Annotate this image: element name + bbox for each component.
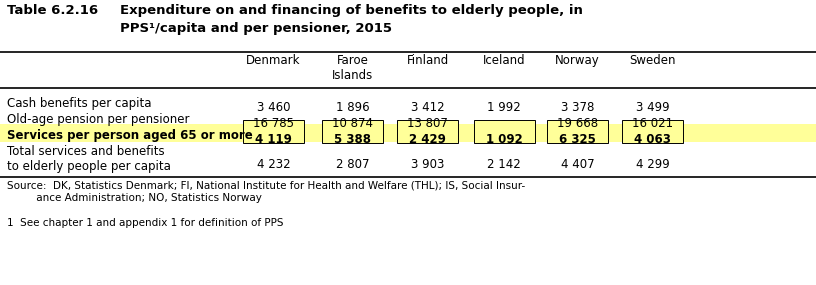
Text: 2 429: 2 429 [409,133,446,146]
Text: 16 785: 16 785 [253,117,294,130]
Text: 1 896: 1 896 [335,101,370,114]
Text: Expenditure on and financing of benefits to elderly people, in: Expenditure on and financing of benefits… [120,4,583,17]
Text: Services per person aged 65 or more: Services per person aged 65 or more [7,129,252,142]
Bar [243,120,304,143]
Text: 3 378: 3 378 [561,101,594,114]
Text: 4 063: 4 063 [634,133,672,146]
Text: 4 119: 4 119 [255,133,292,146]
Text: 16 021: 16 021 [632,117,673,130]
Text: 3 903: 3 903 [411,158,444,171]
Text: 19 668: 19 668 [557,117,598,130]
Text: 2 142: 2 142 [487,158,521,171]
Text: Denmark: Denmark [246,54,300,67]
Text: 1  See chapter 1 and appendix 1 for definition of PPS: 1 See chapter 1 and appendix 1 for defin… [7,218,283,228]
Text: PPS¹/capita and per pensioner, 2015: PPS¹/capita and per pensioner, 2015 [120,22,392,35]
Bar [397,120,459,143]
Text: 1 092: 1 092 [486,133,523,146]
Text: 10 874: 10 874 [332,117,373,130]
Text: Cash benefits per capita: Cash benefits per capita [7,97,151,110]
Text: 3 412: 3 412 [410,101,445,114]
Text: 5 388: 5 388 [334,133,371,146]
Text: 4 299: 4 299 [636,158,670,171]
Text: 6 325: 6 325 [559,133,596,146]
Text: Table 6.2.16: Table 6.2.16 [7,4,98,17]
Text: Total services and benefits
to elderly people per capita: Total services and benefits to elderly p… [7,145,171,173]
Bar [322,120,384,143]
Bar [0,124,816,142]
Text: 4 407: 4 407 [561,158,595,171]
Text: Source:  DK, Statistics Denmark; FI, National Institute for Health and Welfare (: Source: DK, Statistics Denmark; FI, Nati… [7,180,526,190]
Text: Norway: Norway [556,54,600,67]
Text: 3 460: 3 460 [256,101,290,114]
Bar [548,120,608,143]
Text: 1 992: 1 992 [487,101,521,114]
Text: Finland: Finland [406,54,449,67]
Bar [473,120,534,143]
Text: 3 499: 3 499 [636,101,670,114]
Text: Iceland: Iceland [483,54,526,67]
Text: 13 807: 13 807 [407,117,448,130]
Bar [623,120,683,143]
Text: 2 807: 2 807 [335,158,370,171]
Text: Faroe
Islands: Faroe Islands [332,54,373,82]
Text: ance Administration; NO, Statistics Norway: ance Administration; NO, Statistics Norw… [7,193,262,203]
Text: Old-age pension per pensioner: Old-age pension per pensioner [7,113,189,126]
Text: 4 232: 4 232 [256,158,290,171]
Text: Sweden: Sweden [630,54,676,67]
